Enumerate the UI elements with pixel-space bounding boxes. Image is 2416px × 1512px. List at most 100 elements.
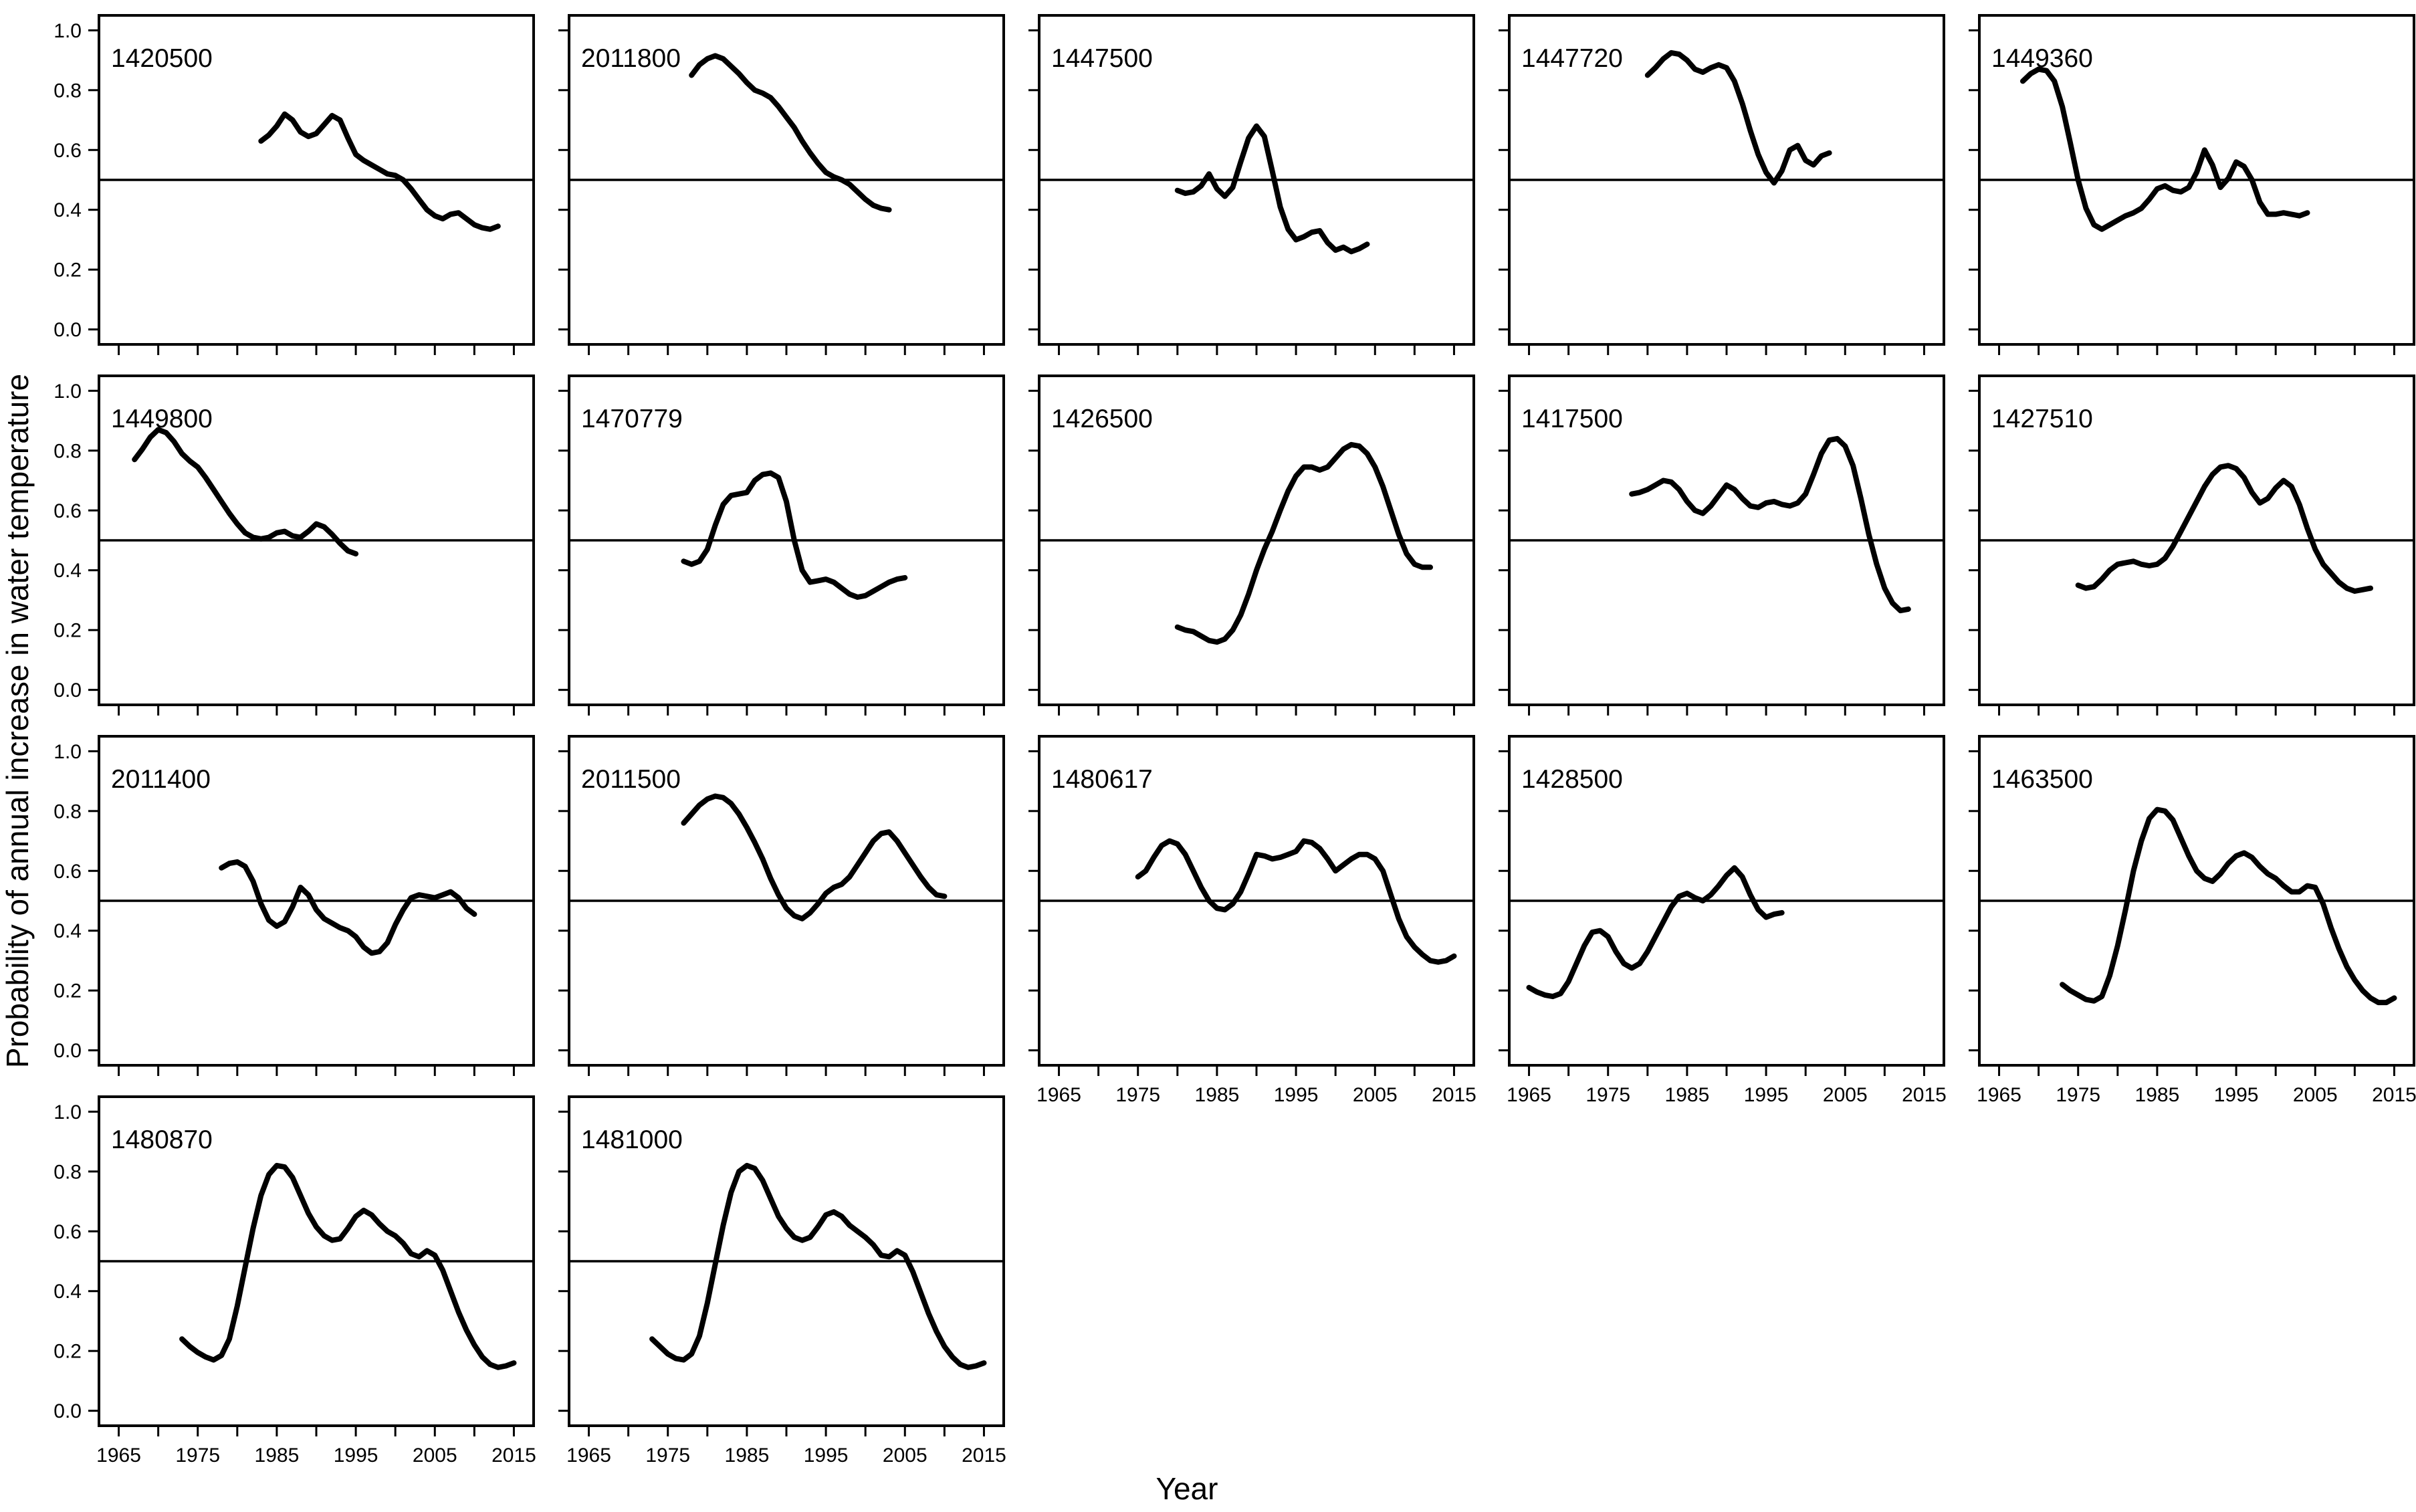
trend-line (1629, 435, 1911, 614)
station-id-label: 2011500 (581, 765, 681, 794)
y-tick-label: 0.2 (53, 259, 82, 282)
station-id-label: 1447720 (1521, 44, 1623, 73)
y-tick-label: 0.4 (53, 1281, 82, 1303)
x-tick-label: 1995 (1274, 1084, 1319, 1106)
x-tick-label: 1965 (1507, 1084, 1551, 1106)
station-id-label: 1426500 (1051, 405, 1153, 433)
x-tick-label: 2005 (883, 1444, 927, 1467)
x-tick-label: 1985 (725, 1444, 770, 1467)
x-tick-label: 1965 (1036, 1084, 1081, 1106)
x-tick-label: 2015 (1902, 1084, 1947, 1106)
y-tick-label: 1.0 (53, 741, 82, 763)
y-tick-label: 0.0 (53, 1400, 82, 1422)
trend-line (179, 1162, 517, 1370)
trend-line (2060, 806, 2397, 1006)
x-tick-label: 1975 (1585, 1084, 1630, 1106)
y-tick-label: 0.2 (53, 620, 82, 642)
station-id-label: 1463500 (1991, 765, 2093, 794)
trend-line (681, 470, 908, 600)
y-tick-label: 0.0 (53, 319, 82, 341)
y-axis-title: Probability of annual increase in water … (0, 374, 35, 1068)
station-id-label: 1427510 (1991, 405, 2093, 433)
trend-line (2075, 463, 2373, 594)
panel-2011500: 2011500 (558, 735, 1005, 1076)
station-id-label: 1449360 (1991, 44, 2093, 73)
panel-1463500: 1965 1975 1985 1995 2005 2015 1463500 (1969, 735, 2416, 1106)
station-id-label: 2011400 (111, 765, 211, 794)
y-tick-label: 0.4 (53, 920, 82, 942)
panel-1481000: 1965 1975 1985 1995 2005 2015 1481000 (558, 1095, 1006, 1467)
station-id-label: 1417500 (1521, 405, 1623, 433)
panel-1426500: 1426500 (1028, 374, 1475, 716)
panel-1420500: 0.0 0.2 0.4 0.6 0.8 1.0 1420500 (53, 14, 535, 355)
y-tick-label: 1.0 (53, 381, 82, 403)
x-tick-label: 1985 (2135, 1084, 2180, 1106)
panel-1480870: 0.0 0.2 0.4 0.6 0.8 1.0 1965 1975 1985 1995 2005 20… (53, 1095, 536, 1467)
trend-line (1644, 49, 1832, 186)
trend-line (1174, 441, 1433, 645)
trend-line (689, 53, 892, 213)
x-tick-label: 1965 (566, 1444, 611, 1467)
station-id-label: 1470779 (581, 405, 683, 433)
x-tick-label: 1975 (1115, 1084, 1160, 1106)
y-tick-label: 0.8 (53, 800, 82, 823)
station-id-label: 1481000 (581, 1125, 683, 1154)
panel-1449360: 1449360 (1969, 14, 2415, 355)
trend-line (1135, 838, 1457, 965)
y-tick-label: 0.0 (53, 679, 82, 701)
x-tick-label: 1975 (645, 1444, 690, 1467)
x-tick-label: 1965 (96, 1444, 141, 1467)
y-tick-label: 0.8 (53, 1161, 82, 1183)
x-tick-label: 2005 (1823, 1084, 1868, 1106)
x-axis-title: Year (1156, 1471, 1218, 1506)
panel-1447720: 1447720 (1499, 14, 1945, 355)
station-id-label: 1428500 (1521, 765, 1623, 794)
panel-1447500: 1447500 (1028, 14, 1475, 355)
trend-line (2020, 66, 2310, 232)
panel-1427510: 1427510 (1969, 374, 2415, 716)
y-tick-label: 0.4 (53, 199, 82, 221)
x-tick-label: 2005 (1353, 1084, 1398, 1106)
station-id-label: 1420500 (111, 44, 213, 73)
x-tick-label: 1995 (2214, 1084, 2259, 1106)
x-tick-label: 2015 (1432, 1084, 1476, 1106)
x-tick-label: 1975 (2056, 1084, 2100, 1106)
x-tick-label: 2005 (413, 1444, 457, 1467)
y-tick-label: 0.8 (53, 440, 82, 462)
y-tick-label: 0.6 (53, 1221, 82, 1243)
panel-1480617: 1965 1975 1985 1995 2005 2015 1480617 (1028, 735, 1476, 1106)
y-tick-label: 0.6 (53, 861, 82, 883)
station-id-label: 1480617 (1051, 765, 1153, 794)
x-tick-label: 1995 (804, 1444, 849, 1467)
trend-line (219, 859, 477, 956)
trend-line (1174, 123, 1370, 255)
y-tick-label: 0.2 (53, 1341, 82, 1363)
y-tick-label: 0.0 (53, 1040, 82, 1062)
x-tick-label: 1985 (1665, 1084, 1710, 1106)
y-tick-label: 0.6 (53, 500, 82, 522)
trend-line (258, 111, 501, 232)
trend-line (681, 793, 948, 922)
y-tick-label: 0.2 (53, 980, 82, 1002)
x-tick-label: 1985 (255, 1444, 300, 1467)
panel-1449800: 0.0 0.2 0.4 0.6 0.8 1.0 1449800 (53, 374, 535, 716)
station-id-label: 2011800 (581, 44, 681, 73)
panel-1417500: 1417500 (1499, 374, 1945, 716)
x-tick-label: 2015 (962, 1444, 1006, 1467)
y-tick-label: 0.4 (53, 560, 82, 582)
y-tick-label: 0.6 (53, 140, 82, 162)
station-id-label: 1449800 (111, 405, 213, 433)
x-tick-label: 2005 (2293, 1084, 2338, 1106)
x-tick-label: 1995 (1744, 1084, 1789, 1106)
x-tick-label: 2015 (2372, 1084, 2416, 1106)
panel-2011800: 2011800 (558, 14, 1005, 355)
panel-1428500: 1965 1975 1985 1995 2005 2015 1428500 (1499, 735, 1947, 1106)
y-tick-label: 0.8 (53, 80, 82, 102)
trend-line (132, 427, 359, 557)
x-tick-label: 1965 (1977, 1084, 2021, 1106)
trend-line (649, 1162, 987, 1370)
station-id-label: 1447500 (1051, 44, 1153, 73)
x-tick-label: 2015 (491, 1444, 536, 1467)
